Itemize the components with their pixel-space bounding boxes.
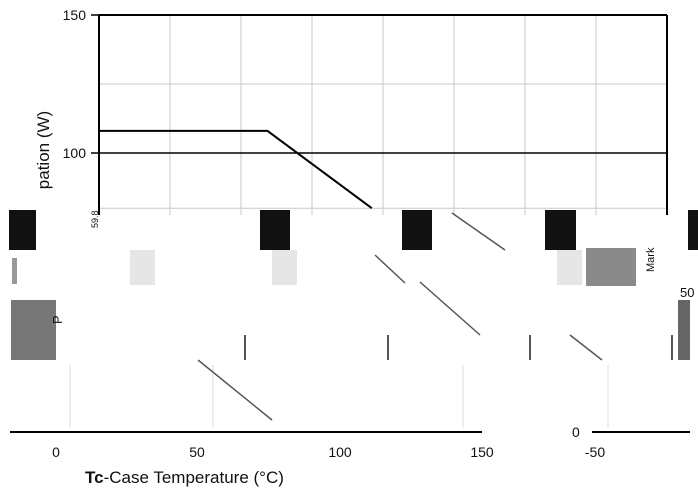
y-axis-label: pation (W) — [34, 111, 53, 189]
black-block — [688, 210, 698, 250]
glitch-gray-patch — [557, 250, 582, 285]
glitch-dark-patch — [12, 258, 17, 284]
black-blocks — [9, 210, 698, 250]
y-tick-marks — [91, 14, 99, 154]
x-axis-label-rest: -Case Temperature (°C) — [104, 468, 284, 487]
corner-label: 0 — [572, 424, 580, 440]
fragment-text: 50 — [680, 285, 694, 300]
y-tick-label-150: 150 — [63, 7, 87, 23]
black-block — [402, 210, 432, 250]
plot-border — [98, 14, 668, 215]
glitch-diagonal — [451, 212, 506, 251]
glitch-fragments: P 50 Mark 59.8 0 — [11, 210, 694, 440]
x-tick-label-0: 0 — [52, 444, 60, 460]
y-tick-label-100: 100 — [63, 145, 87, 161]
x-axis-label: Tc-Case Temperature (°C) — [85, 468, 284, 487]
x-tick-label-150: 150 — [470, 444, 494, 460]
black-block — [545, 210, 576, 250]
x-axis-label-bold: Tc — [85, 468, 104, 487]
x-tick-label-100: 100 — [328, 444, 352, 460]
glitch-gray-patch — [272, 250, 297, 285]
x-axis: 0 50 100 150 -50 Tc-Case Temperature (°C… — [10, 431, 690, 487]
glitch-gray-patch — [130, 250, 155, 285]
black-block — [9, 210, 36, 250]
plot-area: 150 100 pation (W) — [34, 7, 668, 215]
glitch-dark-patch — [586, 248, 636, 286]
black-block — [260, 210, 290, 250]
x-tick-label-50: 50 — [189, 444, 205, 460]
glitch-dark-patch — [11, 300, 56, 360]
glitch-dark-patch — [678, 300, 690, 360]
glitch-diagonal — [419, 281, 481, 336]
fragment-text: Mark — [645, 247, 657, 272]
grid-lines — [99, 15, 667, 215]
derating-curve — [99, 129, 373, 210]
fragment-text: P — [50, 315, 65, 324]
glitch-diagonal — [374, 254, 406, 284]
glitch-diagonal — [569, 334, 603, 361]
fragment-text: 59.8 — [90, 210, 100, 228]
glitch-diagonal — [197, 359, 273, 421]
x-tick-label-minus50: -50 — [585, 444, 605, 460]
